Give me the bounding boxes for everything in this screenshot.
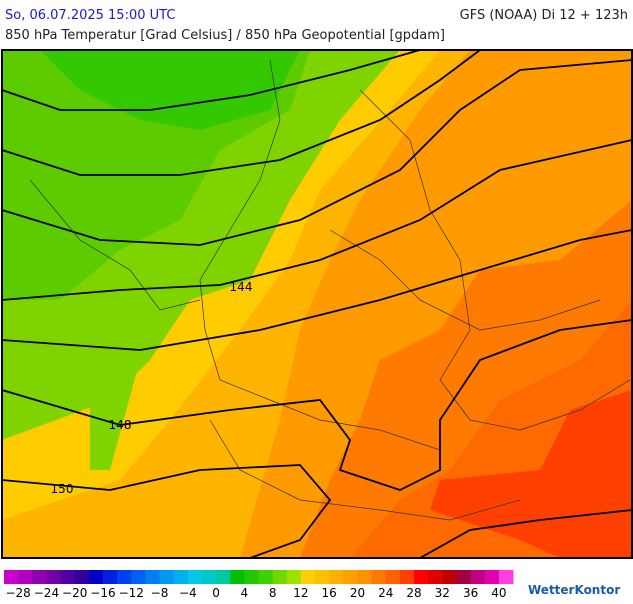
date: So, 06.07.2025 15:00 UTC	[5, 8, 175, 23]
legend-tick-label: −4	[179, 586, 197, 600]
legend-swatch	[117, 570, 132, 584]
legend-swatch	[484, 570, 500, 584]
legend-swatch	[4, 570, 19, 584]
legend-tick-label: 40	[491, 586, 506, 600]
legend-tick-label: −12	[119, 586, 144, 600]
legend-tick-label: −24	[34, 586, 59, 600]
legend-swatch	[385, 570, 401, 584]
legend-tick-label: 28	[406, 586, 421, 600]
legend-swatch	[159, 570, 175, 584]
legend-tick-label: 16	[322, 586, 337, 600]
legend-tick-label: −28	[5, 586, 30, 600]
legend-swatch	[102, 570, 118, 584]
legend-swatch	[145, 570, 161, 584]
legend-swatch	[357, 570, 373, 584]
subtitle: 850 hPa Temperatur [Grad Celsius] / 850 …	[5, 28, 445, 43]
legend-swatch	[300, 570, 316, 584]
legend-swatch	[498, 570, 514, 584]
brand: WetterKontor	[528, 583, 620, 597]
legend-swatch	[88, 570, 104, 584]
legend-swatch	[428, 570, 443, 584]
legend-tick-label: 12	[293, 586, 308, 600]
legend-tick-label: 20	[350, 586, 365, 600]
legend-tick-label: −16	[90, 586, 115, 600]
legend-swatch	[230, 570, 245, 584]
legend-swatch	[272, 570, 288, 584]
legend-swatch	[60, 570, 76, 584]
legend-swatch	[456, 570, 472, 584]
legend-tick-label: −20	[62, 586, 87, 600]
legend-swatch	[315, 570, 330, 584]
legend-swatch	[46, 570, 62, 584]
legend-swatch	[343, 570, 358, 584]
contour-label: 148	[109, 418, 132, 432]
legend-tick-label: 32	[435, 586, 450, 600]
model: GFS (NOAA) Di 12 + 123h	[460, 8, 628, 23]
legend-swatch	[74, 570, 90, 584]
legend-tick-label: 36	[463, 586, 478, 600]
legend-swatch	[173, 570, 189, 584]
legend-swatch	[244, 570, 259, 584]
legend-tick-label: 8	[269, 586, 277, 600]
legend-tick-label: −8	[151, 586, 169, 600]
contour-label: 144	[230, 280, 253, 294]
contour-label: 150	[51, 482, 74, 496]
legend-swatch	[329, 570, 344, 584]
legend-swatch	[399, 570, 415, 584]
legend-tick-label: 24	[378, 586, 393, 600]
map: 144 148 150	[1, 49, 633, 559]
legend-tick-label: 0	[212, 586, 220, 600]
legend-swatch	[131, 570, 146, 584]
legend-swatch	[414, 570, 429, 584]
legend-tick-label: 4	[241, 586, 249, 600]
legend-swatch	[371, 570, 387, 584]
legend-swatch	[32, 570, 47, 584]
color-legend: −28 −24 −20 −16 −12 −8 −4 0 4 8 12 16 20 24 28 32 36 40	[4, 570, 514, 600]
legend-swatch	[18, 570, 33, 584]
legend-swatch	[470, 570, 486, 584]
legend-swatch	[286, 570, 302, 584]
legend-swatch	[258, 570, 274, 584]
legend-swatch	[201, 570, 217, 584]
legend-swatch	[216, 570, 231, 584]
legend-swatch	[187, 570, 203, 584]
legend-swatch	[442, 570, 457, 584]
